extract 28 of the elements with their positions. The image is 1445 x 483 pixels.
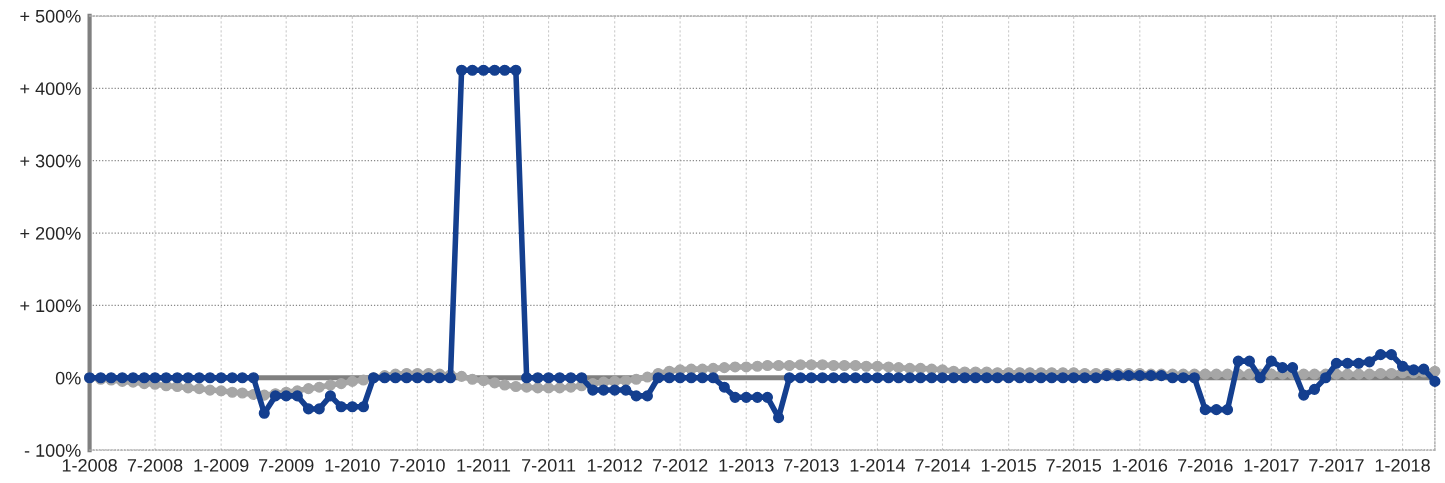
y-tick-label: + 100% (20, 299, 81, 313)
x-tick-label: 1-2010 (325, 458, 380, 472)
y-tick-label: - 100% (24, 444, 81, 457)
y-tick-label: 0% (55, 371, 81, 385)
y-tick-label: + 400% (20, 82, 81, 96)
y-tick-label: + 200% (20, 226, 81, 240)
x-tick-label: 7-2009 (259, 458, 314, 472)
x-tick-label: 7-2012 (652, 458, 708, 472)
x-tick-label: 1-2014 (850, 458, 906, 472)
x-tick-label: 1-2009 (194, 458, 249, 472)
x-tick-label: 7-2015 (1046, 458, 1102, 472)
x-tick-label: 7-2013 (784, 458, 839, 472)
y-tick-label: + 500% (20, 9, 81, 23)
x-tick-label: 1-2015 (981, 458, 1036, 472)
y-tick-label: + 300% (20, 154, 81, 168)
x-tick-label: 1-2008 (62, 458, 117, 472)
x-tick-label: 1-2011 (457, 458, 511, 472)
x-tick-label: 1-2012 (587, 458, 642, 472)
x-tick-label: 1-2018 (1375, 458, 1430, 472)
x-tick-label: 1-2013 (719, 458, 774, 472)
x-tick-label: 7-2011 (522, 458, 576, 472)
x-tick-label: 7-2014 (915, 458, 971, 472)
x-tick-label: 7-2010 (390, 458, 445, 472)
x-tick-label: 1-2016 (1113, 458, 1168, 472)
x-tick-label: 1-2017 (1244, 458, 1299, 472)
x-tick-label: 7-2016 (1178, 458, 1233, 472)
x-tick-label: 7-2017 (1309, 458, 1364, 472)
x-tick-label: 7-2008 (127, 458, 183, 472)
